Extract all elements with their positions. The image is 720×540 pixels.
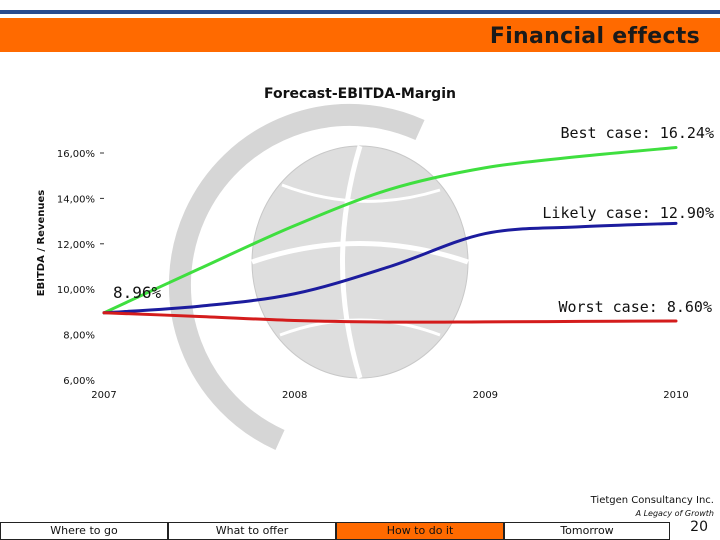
- x-tick-label: 2008: [282, 390, 307, 401]
- x-tick-label: 2007: [91, 390, 116, 401]
- nav-tab-how-to-do-it[interactable]: How to do it: [336, 522, 504, 540]
- header-top-rule: [0, 10, 720, 14]
- y-axis-label: EBITDA / Revenues: [36, 190, 47, 296]
- series-line-likely-case: [102, 221, 678, 315]
- company-tagline: A Legacy of Growth: [635, 509, 714, 518]
- y-tick-label: 10,00%: [57, 285, 95, 296]
- nav-tab-tomorrow[interactable]: Tomorrow: [504, 522, 670, 540]
- ebitda-margin-chart: EBITDA / Revenues 16,00% 14,00% 12,00% 10,0…: [36, 103, 714, 451]
- globe-watermark-icon: [168, 103, 469, 451]
- worst-case-label: Worst case: 8.60%: [558, 298, 712, 316]
- series-line-best-case: [102, 146, 678, 315]
- y-tick-label: 8,00%: [63, 331, 95, 342]
- x-tick-label: 2010: [663, 390, 688, 401]
- y-tick-label: 6,00%: [63, 376, 95, 387]
- nav-tab-what-to-offer[interactable]: What to offer: [168, 522, 336, 540]
- chart-title: Forecast-EBITDA-Margin: [264, 86, 456, 102]
- x-tick-label: 2009: [473, 390, 498, 401]
- likely-case-label: Likely case: 12.90%: [542, 204, 714, 222]
- company-name: Tietgen Consultancy Inc.: [590, 495, 714, 506]
- section-nav: Where to go What to offer How to do it T…: [0, 522, 670, 540]
- y-tick-label: 12,00%: [57, 240, 95, 251]
- y-tick-label: 14,00%: [57, 194, 95, 205]
- header-bar: [0, 18, 720, 52]
- series-line-worst-case: [102, 311, 678, 324]
- start-value-label: 8.96%: [113, 283, 162, 302]
- page-title: Financial effects: [489, 24, 700, 49]
- best-case-label: Best case: 16.24%: [560, 124, 714, 142]
- nav-tab-where-to-go[interactable]: Where to go: [0, 522, 168, 540]
- page-number: 20: [690, 519, 708, 535]
- y-tick-label: 16,00%: [57, 149, 95, 160]
